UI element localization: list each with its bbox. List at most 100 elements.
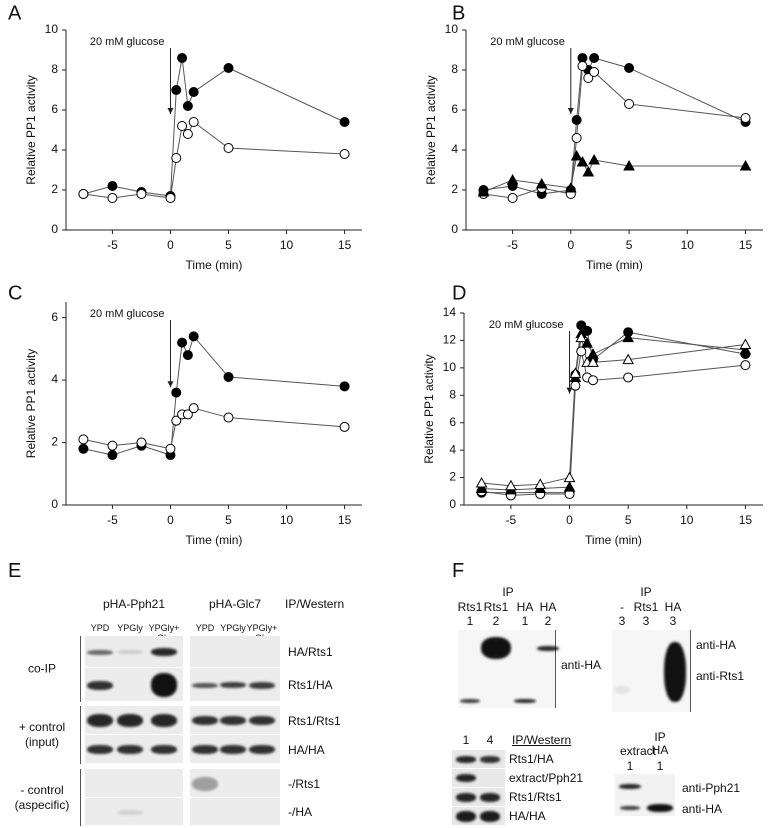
blot — [452, 750, 505, 768]
point — [623, 159, 635, 171]
annotation: 20 mM glucose — [90, 36, 165, 48]
y-tick-label: 4 — [51, 142, 58, 156]
annotation-arrowhead — [566, 387, 573, 394]
y-tick-label: 2 — [449, 470, 456, 484]
point — [171, 85, 182, 95]
column-header: IP/Western — [285, 597, 345, 611]
series-line — [483, 56, 746, 195]
lane-label: YPGly — [117, 623, 143, 633]
point — [223, 63, 234, 73]
panel-label: D — [452, 282, 466, 304]
row-label: -/Rts1 — [288, 776, 321, 791]
row-label: HA/Rts1 — [288, 645, 333, 659]
x-tick-label: 15 — [338, 238, 352, 252]
y-axis-label: Relative PP1 activity — [24, 75, 38, 184]
band — [87, 714, 113, 727]
point — [188, 117, 199, 127]
lane-number: 1 — [521, 614, 529, 628]
point — [136, 189, 147, 199]
band — [151, 745, 177, 754]
series-line — [481, 332, 746, 491]
x-tick-label: 5 — [225, 238, 232, 252]
section-rule — [80, 636, 81, 702]
annotation: 20 mM glucose — [490, 36, 565, 48]
lane-label: Rts1 — [457, 600, 483, 614]
blot-rule — [690, 630, 691, 712]
row-label: Rts1/HA — [288, 678, 333, 692]
point — [182, 350, 193, 361]
annotation: 20 mM glucose — [90, 308, 165, 320]
x-tick-label: 0 — [167, 238, 174, 252]
blot-title: IP — [502, 585, 514, 599]
point — [624, 63, 635, 73]
point — [624, 99, 635, 109]
band — [619, 783, 641, 789]
point — [581, 337, 593, 348]
y-tick-label: 12 — [443, 333, 457, 347]
lane-number: 3 — [642, 614, 650, 628]
y-tick-label: 0 — [451, 222, 458, 236]
point — [78, 434, 89, 445]
series-line — [481, 337, 746, 487]
point — [182, 101, 193, 111]
point — [739, 343, 752, 355]
lane-number: 1 — [466, 614, 474, 628]
blot — [190, 636, 280, 667]
point — [587, 375, 598, 386]
annotation-arrowhead — [167, 381, 174, 388]
lane-label: extract — [620, 744, 657, 758]
point — [563, 471, 576, 483]
lane-label: Rts1 — [633, 600, 659, 614]
y-tick-label: 8 — [449, 387, 456, 401]
band — [192, 682, 218, 688]
panel-label: B — [452, 2, 465, 24]
y-tick-label: 10 — [445, 22, 459, 36]
lane-label: - — [620, 600, 624, 614]
band — [481, 637, 511, 659]
point — [477, 185, 490, 197]
lane-number: 4 — [486, 733, 494, 747]
section-rule — [80, 706, 81, 764]
x-tick-label: -5 — [107, 238, 118, 252]
point — [107, 440, 118, 451]
x-tick-label: 10 — [280, 513, 294, 527]
x-tick-label: -5 — [107, 513, 118, 527]
point — [534, 478, 547, 489]
point — [177, 121, 188, 131]
point — [582, 165, 595, 177]
lane-number: 1 — [626, 759, 634, 773]
y-tick-label: 6 — [449, 415, 456, 429]
blot — [190, 798, 280, 825]
y-tick-label: 2 — [51, 182, 58, 196]
band — [151, 714, 177, 727]
row-label: HA/HA — [288, 742, 325, 757]
point — [587, 356, 599, 367]
row-label: anti-Pph21 — [682, 781, 741, 795]
point — [622, 331, 635, 343]
x-tick-label: 0 — [167, 513, 174, 527]
point — [182, 409, 193, 420]
point — [223, 371, 234, 382]
panel-label: C — [8, 282, 22, 304]
row-label: Rts1/Rts1 — [288, 713, 341, 728]
point — [583, 73, 594, 83]
lane-label: HA — [539, 600, 557, 614]
x-axis-label: Time (min) — [585, 533, 642, 547]
lane-number: 3 — [669, 614, 677, 628]
point — [339, 421, 350, 432]
group-title: pHA-Pph21 — [102, 597, 166, 611]
band — [117, 809, 143, 815]
band — [614, 686, 630, 694]
point — [475, 477, 488, 488]
band — [220, 682, 246, 688]
band — [220, 716, 246, 725]
y-tick-label: 0 — [51, 222, 58, 236]
lane-number: 2 — [544, 614, 552, 628]
point — [589, 67, 600, 77]
band — [249, 681, 275, 689]
y-tick-label: 6 — [451, 102, 458, 116]
x-axis-label: Time (min) — [586, 258, 643, 272]
band — [117, 650, 143, 654]
lane-label: YPGly — [220, 623, 246, 633]
